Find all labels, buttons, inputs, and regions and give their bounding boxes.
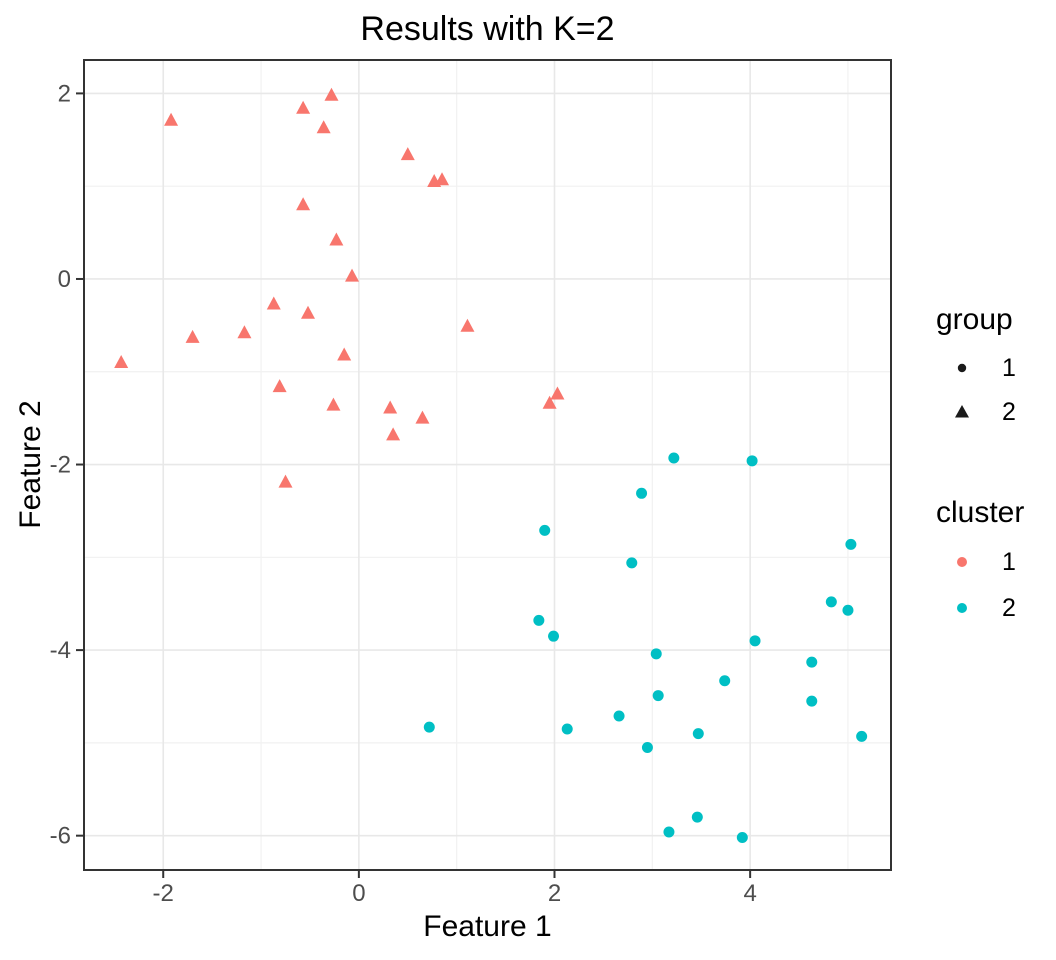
cluster-1-circle-icon bbox=[957, 557, 967, 567]
data-point-triangle bbox=[326, 397, 341, 411]
data-point-circle bbox=[845, 538, 857, 550]
data-point-circle bbox=[691, 811, 703, 823]
data-point-circle bbox=[746, 455, 758, 467]
data-point-circle bbox=[650, 648, 662, 660]
legend-item-cluster-1: 1 bbox=[950, 544, 1016, 580]
x-tick-label: 4 bbox=[743, 880, 756, 907]
data-point-triangle bbox=[316, 120, 331, 134]
data-point-circle bbox=[806, 695, 818, 707]
data-point-triangle bbox=[435, 172, 450, 186]
y-tick-label: 2 bbox=[58, 80, 71, 107]
data-point-circle bbox=[641, 742, 653, 754]
data-point-circle bbox=[539, 524, 551, 536]
data-point-circle bbox=[613, 710, 625, 722]
chart-title: Results with K=2 bbox=[360, 10, 615, 48]
data-point-triangle bbox=[415, 410, 430, 424]
data-point-circle bbox=[856, 730, 868, 742]
data-point-triangle bbox=[266, 296, 281, 310]
data-point-triangle bbox=[272, 379, 287, 393]
data-point-circle bbox=[806, 656, 818, 668]
y-tick-label: -6 bbox=[50, 823, 71, 850]
data-point-triangle bbox=[164, 112, 179, 126]
legend-item-group-2: 2 bbox=[950, 394, 1016, 430]
data-point-circle bbox=[626, 557, 638, 569]
y-tick-label: -4 bbox=[50, 637, 71, 664]
data-point-triangle bbox=[114, 354, 129, 368]
cluster-2-circle-icon bbox=[957, 603, 967, 613]
data-point-triangle bbox=[460, 318, 475, 332]
data-point-circle bbox=[736, 832, 748, 844]
y-tick-label: 0 bbox=[58, 266, 71, 293]
x-axis-title: Feature 1 bbox=[423, 910, 552, 943]
data-point-circle bbox=[561, 723, 573, 735]
data-point-triangle bbox=[337, 347, 352, 361]
data-point-circle bbox=[825, 596, 837, 608]
data-point-circle bbox=[548, 630, 560, 642]
legend-label: 2 bbox=[1002, 593, 1016, 622]
data-point-circle bbox=[663, 826, 675, 838]
data-point-triangle bbox=[542, 395, 557, 409]
legend-label: 1 bbox=[1002, 547, 1016, 576]
x-tick-label: -2 bbox=[153, 880, 174, 907]
data-point-circle bbox=[668, 452, 680, 464]
data-point-circle bbox=[533, 614, 545, 626]
data-point-triangle bbox=[386, 427, 401, 441]
data-point-triangle bbox=[185, 329, 200, 343]
legend-group-title: group bbox=[936, 303, 1013, 336]
group-1-circle-icon bbox=[957, 363, 967, 373]
data-point-circle bbox=[652, 690, 664, 702]
data-point-triangle bbox=[324, 87, 339, 101]
data-point-triangle bbox=[345, 268, 360, 282]
data-point-circle bbox=[636, 487, 648, 499]
legend-item-cluster-2: 2 bbox=[950, 590, 1016, 626]
data-point-circle bbox=[719, 675, 731, 687]
data-point-triangle bbox=[278, 474, 293, 488]
data-point-triangle bbox=[329, 232, 344, 246]
legend-item-group-1: 1 bbox=[950, 350, 1016, 386]
data-point-triangle bbox=[301, 305, 316, 319]
data-point-circle bbox=[692, 728, 704, 740]
x-tick-label: 0 bbox=[352, 880, 365, 907]
data-point-circle bbox=[423, 721, 435, 733]
legend-label: 2 bbox=[1002, 397, 1016, 426]
group-2-triangle-icon bbox=[955, 405, 969, 418]
legend-label: 1 bbox=[1002, 353, 1016, 382]
data-point-circle bbox=[842, 604, 854, 616]
data-point-triangle bbox=[550, 386, 565, 400]
data-point-triangle bbox=[400, 147, 415, 161]
data-point-triangle bbox=[383, 400, 398, 414]
y-axis-title: Feature 2 bbox=[14, 400, 47, 529]
x-tick-label: 2 bbox=[548, 880, 561, 907]
data-point-triangle bbox=[296, 197, 311, 211]
data-point-triangle bbox=[296, 100, 311, 114]
data-point-circle bbox=[749, 635, 761, 647]
data-point-triangle bbox=[237, 325, 252, 339]
legend-cluster-title: cluster bbox=[936, 496, 1025, 529]
y-tick-label: -2 bbox=[50, 452, 71, 479]
